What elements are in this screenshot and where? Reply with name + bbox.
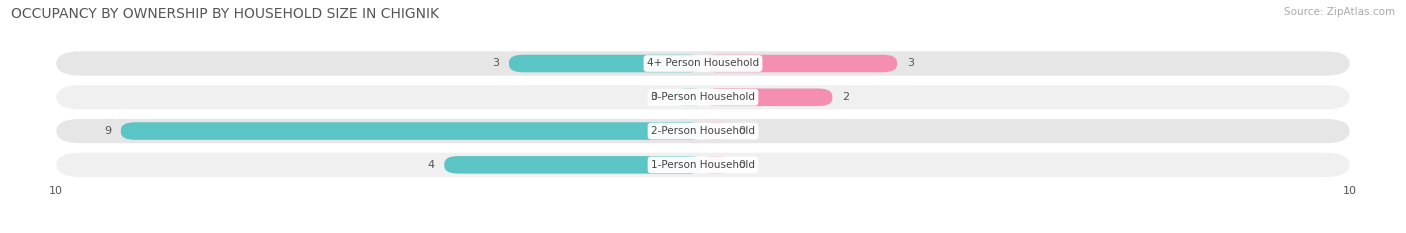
FancyBboxPatch shape — [444, 156, 703, 174]
Text: 4: 4 — [427, 160, 434, 170]
Text: 4+ Person Household: 4+ Person Household — [647, 58, 759, 69]
Text: Source: ZipAtlas.com: Source: ZipAtlas.com — [1284, 7, 1395, 17]
Text: 0: 0 — [738, 126, 745, 136]
FancyBboxPatch shape — [56, 85, 1350, 110]
FancyBboxPatch shape — [56, 153, 1350, 177]
FancyBboxPatch shape — [509, 55, 703, 72]
Text: 3-Person Household: 3-Person Household — [651, 92, 755, 102]
Text: 1-Person Household: 1-Person Household — [651, 160, 755, 170]
Text: OCCUPANCY BY OWNERSHIP BY HOUSEHOLD SIZE IN CHIGNIK: OCCUPANCY BY OWNERSHIP BY HOUSEHOLD SIZE… — [11, 7, 439, 21]
FancyBboxPatch shape — [703, 156, 728, 174]
FancyBboxPatch shape — [703, 89, 832, 106]
FancyBboxPatch shape — [121, 122, 703, 140]
FancyBboxPatch shape — [56, 51, 1350, 76]
FancyBboxPatch shape — [56, 119, 1350, 143]
Text: 3: 3 — [907, 58, 914, 69]
FancyBboxPatch shape — [703, 55, 897, 72]
Text: 2: 2 — [842, 92, 849, 102]
FancyBboxPatch shape — [678, 89, 703, 106]
Text: 9: 9 — [104, 126, 111, 136]
Text: 0: 0 — [651, 92, 658, 102]
FancyBboxPatch shape — [703, 122, 728, 140]
Text: 2-Person Household: 2-Person Household — [651, 126, 755, 136]
Text: 3: 3 — [492, 58, 499, 69]
Text: 0: 0 — [738, 160, 745, 170]
